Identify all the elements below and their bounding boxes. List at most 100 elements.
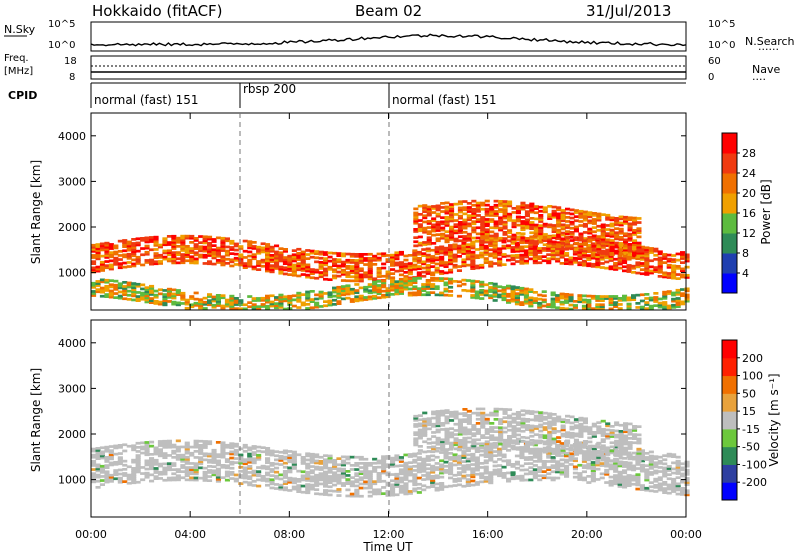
velocity-cell <box>242 466 248 470</box>
velocity-cell <box>465 467 471 471</box>
power-cell <box>358 298 364 302</box>
velocity-cell <box>636 454 642 457</box>
velocity-cell <box>546 453 552 457</box>
power-cell <box>162 297 168 300</box>
velocity-cell <box>466 428 472 432</box>
velocity-cell <box>622 469 628 472</box>
power-cell <box>617 303 623 306</box>
velocity-cell <box>421 474 427 477</box>
velocity-cell <box>340 459 346 463</box>
power-cell <box>180 296 186 299</box>
velocity-cell <box>626 474 632 477</box>
velocity-cell <box>332 463 338 466</box>
power-cell <box>211 240 217 243</box>
power-cell <box>582 249 588 253</box>
velocity-cell <box>564 444 570 448</box>
power-cell <box>202 241 208 245</box>
power-cell <box>425 249 431 253</box>
velocity-cell <box>524 442 530 446</box>
velocity-cell <box>175 478 181 482</box>
velocity-cell <box>439 465 445 469</box>
power-cell <box>498 216 504 220</box>
power-cell <box>345 267 351 270</box>
power-cell <box>305 273 311 277</box>
velocity-cell <box>653 457 659 460</box>
velocity-cell <box>582 442 588 445</box>
velocity-cell <box>542 442 548 446</box>
power-cell <box>247 305 253 309</box>
power-cell <box>309 272 315 275</box>
power-cell <box>407 254 413 257</box>
power-cell <box>394 261 400 265</box>
power-cell <box>680 292 686 295</box>
power-cell <box>247 250 253 254</box>
velocity-cell <box>287 456 293 459</box>
velocity-cell <box>184 468 190 471</box>
power-cell <box>483 240 489 244</box>
power-cell <box>627 236 633 240</box>
power-cell <box>484 212 490 215</box>
velocity-cell <box>251 471 257 475</box>
velocity-cell <box>166 468 172 472</box>
velocity-cell <box>680 491 686 494</box>
velocity-cell <box>453 416 459 420</box>
power-cell <box>627 226 633 230</box>
power-cell <box>480 224 486 227</box>
power-cell <box>524 214 530 218</box>
velocity-cell <box>586 448 592 451</box>
velocity-cell <box>113 461 119 464</box>
power-cell <box>238 255 244 259</box>
power-cell <box>547 223 553 227</box>
velocity-cell <box>533 433 539 436</box>
velocity-cell <box>318 482 324 486</box>
velocity-cell <box>108 451 114 454</box>
power-cell <box>572 306 578 309</box>
power-cell <box>461 248 467 251</box>
power-cell <box>376 258 382 262</box>
velocity-cell <box>462 430 468 434</box>
power-cell <box>572 261 578 264</box>
velocity-cell <box>175 439 181 443</box>
velocity-cell <box>296 486 302 489</box>
velocity-cell <box>434 486 440 490</box>
velocity-cell <box>381 465 387 469</box>
power-cell <box>542 224 548 228</box>
power-cell <box>609 251 615 255</box>
power-cell <box>340 279 346 282</box>
velocity-cell <box>550 470 556 474</box>
date-title: 31/Jul/2013 <box>586 2 671 20</box>
power-cell <box>153 252 159 255</box>
power-cell <box>274 267 280 270</box>
velocity-cell <box>358 482 364 486</box>
velocity-cell <box>520 421 526 425</box>
power-cell <box>507 229 513 232</box>
velocity-cell <box>180 476 186 480</box>
power-cell <box>532 247 538 250</box>
power-cell <box>233 259 239 262</box>
power-cell <box>202 255 208 259</box>
velocity-cell <box>627 455 633 459</box>
power-cell <box>572 300 578 303</box>
velocity-cell <box>613 459 619 463</box>
velocity-cell <box>502 430 508 434</box>
power-cell <box>599 253 605 257</box>
velocity-cell <box>412 473 418 476</box>
power-cell <box>466 208 472 211</box>
velocity-cell <box>390 485 396 489</box>
velocity-cell <box>506 444 512 448</box>
power-cell <box>390 293 396 296</box>
velocity-cell <box>300 470 306 474</box>
power-cell <box>431 219 437 223</box>
power-cell <box>614 241 620 245</box>
power-cell <box>309 270 315 273</box>
power-cell <box>394 286 400 290</box>
power-cell <box>604 244 610 247</box>
power-cell <box>581 263 587 267</box>
power-cell <box>510 295 516 299</box>
power-cell <box>153 256 159 259</box>
power-cell <box>318 267 324 270</box>
velocity-cell <box>403 484 409 488</box>
power-cell <box>140 283 146 287</box>
power-cell <box>435 227 441 230</box>
power-cell <box>604 254 610 258</box>
